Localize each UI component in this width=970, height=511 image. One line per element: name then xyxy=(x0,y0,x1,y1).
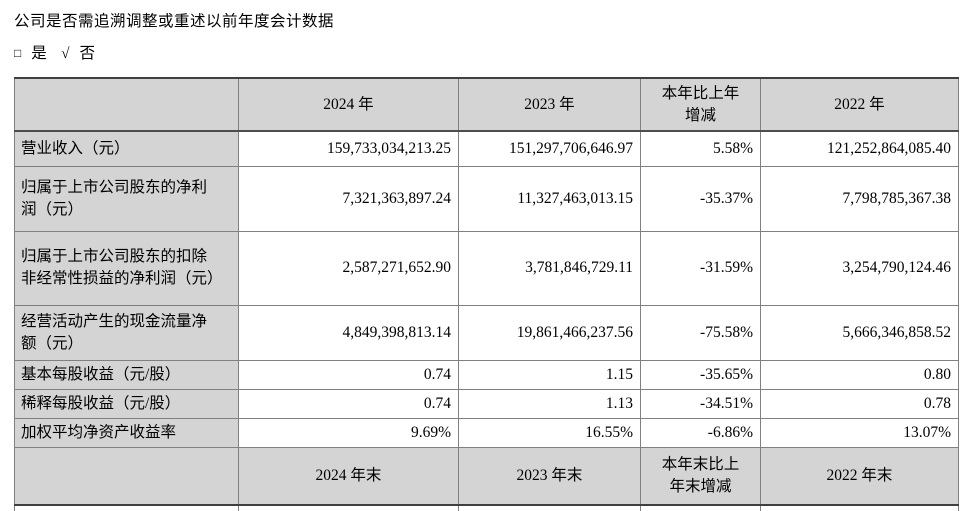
cell-2023: 11,327,463,013.15 xyxy=(458,165,641,232)
cell-2023: 1.15 xyxy=(458,359,641,390)
cell-change: -75.58% xyxy=(640,304,761,361)
table-row-operating-cash-flow: 经营活动产生的现金流量净额（元） 4,849,398,813.14 19,861… xyxy=(14,304,959,361)
footer-header-2023-end: 2023 年末 xyxy=(458,446,641,506)
restatement-option-line: □ 是 √ 否 xyxy=(14,43,970,65)
table-header-row: 2024 年 2023 年 本年比上年增减 2022 年 xyxy=(14,77,959,132)
check-mark-icon: √ xyxy=(61,46,70,62)
cell-change: -34.51% xyxy=(640,388,761,419)
table-row-net-profit-deducted: 归属于上市公司股东的扣除非经常性损益的净利润（元） 2,587,271,652.… xyxy=(14,230,959,306)
row-label: 归属于上市公司股东的净利润（元） xyxy=(14,165,239,232)
cell-2024: 159,733,034,213.25 xyxy=(238,130,459,167)
cell-2024: 0.74 xyxy=(238,388,459,419)
table-row-weighted-avg-roe: 加权平均净资产收益率 9.69% 16.55% -6.86% 13.07% xyxy=(14,417,959,448)
cell-2022: 0.78 xyxy=(760,388,959,419)
cell-2022: 121,252,864,085.40 xyxy=(760,130,959,167)
table-row-basic-eps: 基本每股收益（元/股） 0.74 1.15 -35.65% 0.80 xyxy=(14,359,959,390)
cell-2024: 0.74 xyxy=(238,359,459,390)
financial-summary-table: 2024 年 2023 年 本年比上年增减 2022 年 营业收入（元） 159… xyxy=(14,77,959,511)
table-row-diluted-eps: 稀释每股收益（元/股） 0.74 1.13 -34.51% 0.78 xyxy=(14,388,959,419)
cell-2024: 7,321,363,897.24 xyxy=(238,165,459,232)
cell-2022: 13.07% xyxy=(760,417,959,448)
table-footer-header-row: 2024 年末 2023 年末 本年末比上年末增减 2022 年末 xyxy=(14,446,959,506)
column-header-2024: 2024 年 xyxy=(238,77,459,132)
cell-change: -35.37% xyxy=(640,165,761,232)
cell-change: -35.65% xyxy=(640,359,761,390)
table-row-net-profit: 归属于上市公司股东的净利润（元） 7,321,363,897.24 11,327… xyxy=(14,165,959,232)
option-no-label: 否 xyxy=(79,45,96,62)
cell-2024: 2,587,271,652.90 xyxy=(238,230,459,306)
cell-2022: 3,254,790,124.46 xyxy=(760,230,959,306)
row-label: 营业收入（元） xyxy=(14,130,239,167)
cell-2022: 7,798,785,367.38 xyxy=(760,165,959,232)
cell-change: -6.86% xyxy=(640,417,761,448)
cell-2023: 19,861,466,237.56 xyxy=(458,304,641,361)
footer-header-2024-end: 2024 年末 xyxy=(238,446,459,506)
cell-2023: 3,781,846,729.11 xyxy=(458,230,641,306)
cutoff-row xyxy=(14,504,959,511)
option-yes-label: 是 xyxy=(31,45,48,62)
cell-2022: 0.80 xyxy=(760,359,959,390)
footer-header-2022-end: 2022 年末 xyxy=(760,446,959,506)
row-label: 稀释每股收益（元/股） xyxy=(14,388,239,419)
header-blank-cell xyxy=(14,77,239,132)
row-label: 基本每股收益（元/股） xyxy=(14,359,239,390)
cell-2024: 4,849,398,813.14 xyxy=(238,304,459,361)
column-header-2022: 2022 年 xyxy=(760,77,959,132)
cell-2023: 151,297,706,646.97 xyxy=(458,130,641,167)
checkbox-unchecked-icon: □ xyxy=(14,46,22,60)
cell-2024: 9.69% xyxy=(238,417,459,448)
footer-header-yoy-end-change: 本年末比上年末增减 xyxy=(640,446,761,506)
column-header-2023: 2023 年 xyxy=(458,77,641,132)
cell-change: 5.58% xyxy=(640,130,761,167)
cell-2022: 5,666,346,858.52 xyxy=(760,304,959,361)
column-header-yoy-change: 本年比上年增减 xyxy=(640,77,761,132)
cell-2023: 16.55% xyxy=(458,417,641,448)
row-label: 归属于上市公司股东的扣除非经常性损益的净利润（元） xyxy=(14,230,239,306)
footer-blank-cell xyxy=(14,446,239,506)
cell-change: -31.59% xyxy=(640,230,761,306)
row-label: 加权平均净资产收益率 xyxy=(14,417,239,448)
row-label: 经营活动产生的现金流量净额（元） xyxy=(14,304,239,361)
cell-2023: 1.13 xyxy=(458,388,641,419)
table-row-revenue: 营业收入（元） 159,733,034,213.25 151,297,706,6… xyxy=(14,130,959,167)
page-title: 公司是否需追溯调整或重述以前年度会计数据 xyxy=(14,13,335,30)
